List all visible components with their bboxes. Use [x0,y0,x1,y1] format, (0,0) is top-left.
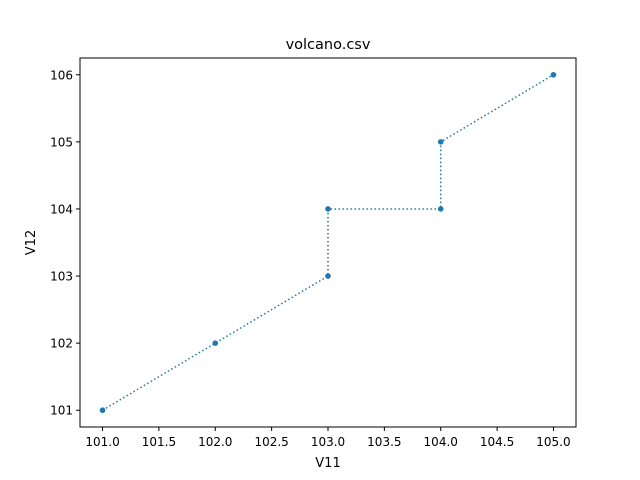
x-tick-label: 101.0 [85,435,119,449]
x-tick-label: 104.5 [480,435,514,449]
x-tick-label: 102.5 [254,435,288,449]
x-tick-label: 105.0 [536,435,570,449]
y-tick-label: 104 [50,202,73,216]
x-tick-label: 102.0 [198,435,232,449]
data-point [212,340,218,346]
x-tick-label: 103.5 [367,435,401,449]
y-tick-label: 103 [50,270,73,284]
y-tick-label: 101 [50,404,73,418]
y-tick-label: 102 [50,337,73,351]
series-line [103,75,554,410]
x-axis-ticks: 101.0 101.5 102.0 102.5 103.0 103.5 104.0 104.5… [85,427,570,449]
y-tick-label: 105 [50,135,73,149]
x-tick-label: 103.0 [311,435,345,449]
x-tick-label: 101.5 [142,435,176,449]
data-point [325,273,331,279]
data-point [325,206,331,212]
data-point [551,72,557,78]
plot-marks [100,72,557,413]
data-point [100,407,106,413]
chart-title: volcano.csv [286,37,371,53]
data-point [438,206,444,212]
x-axis-title: V11 [315,456,340,471]
data-point [438,139,444,145]
y-tick-label: 106 [50,68,73,82]
plot-area-frame [80,58,576,427]
y-axis-ticks: 101 102 103 104 105 106 [50,68,80,417]
x-tick-label: 104.0 [424,435,458,449]
y-axis-title: V12 [24,230,39,255]
